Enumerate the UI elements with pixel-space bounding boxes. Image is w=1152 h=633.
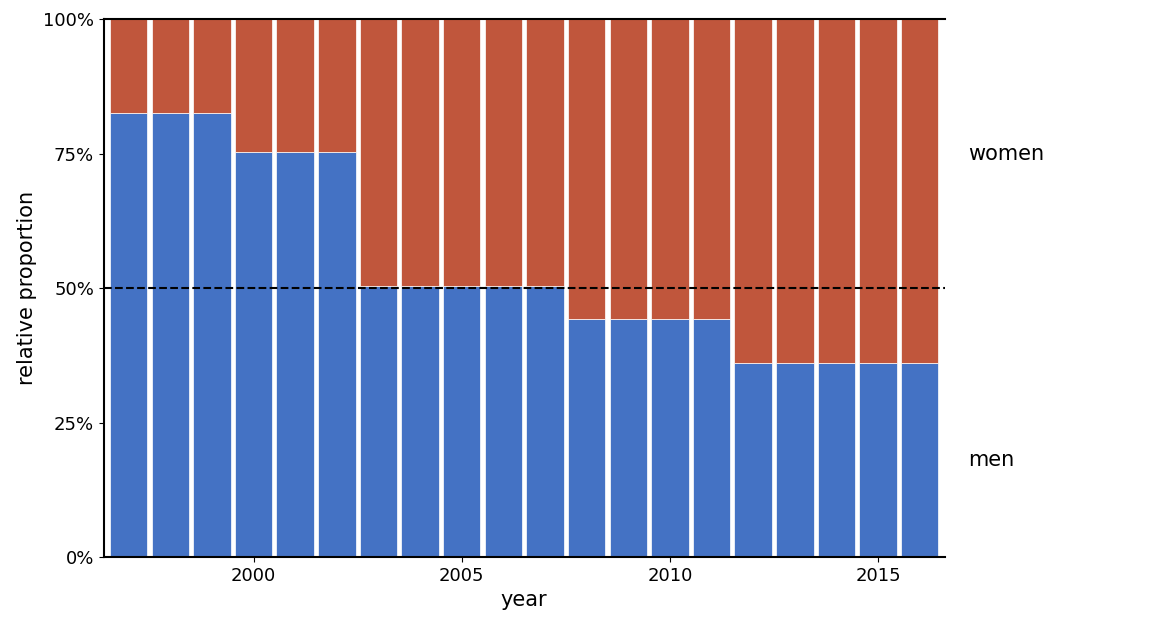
- Bar: [568, 19, 605, 318]
- Bar: [401, 19, 439, 286]
- Bar: [444, 286, 480, 557]
- Bar: [776, 19, 813, 363]
- Bar: [734, 19, 772, 363]
- Bar: [109, 113, 147, 557]
- Bar: [526, 286, 563, 557]
- Bar: [235, 19, 272, 152]
- Bar: [276, 19, 314, 152]
- Y-axis label: relative proportion: relative proportion: [17, 191, 37, 385]
- Bar: [444, 19, 480, 286]
- Bar: [692, 19, 730, 318]
- Bar: [901, 363, 939, 557]
- Bar: [609, 318, 647, 557]
- Bar: [776, 363, 813, 557]
- Bar: [734, 363, 772, 557]
- Bar: [359, 19, 397, 286]
- Bar: [818, 19, 855, 363]
- Bar: [526, 19, 563, 286]
- Bar: [235, 152, 272, 557]
- Bar: [276, 152, 314, 557]
- Bar: [859, 19, 896, 363]
- Text: women: women: [968, 144, 1044, 163]
- Bar: [109, 19, 147, 113]
- Bar: [152, 113, 189, 557]
- Bar: [401, 286, 439, 557]
- Bar: [359, 286, 397, 557]
- Bar: [609, 19, 647, 318]
- Bar: [318, 19, 356, 152]
- Bar: [568, 318, 605, 557]
- Bar: [318, 152, 356, 557]
- Bar: [194, 113, 230, 557]
- Bar: [651, 19, 689, 318]
- X-axis label: year: year: [501, 591, 547, 610]
- Bar: [859, 363, 896, 557]
- Bar: [485, 286, 522, 557]
- Bar: [152, 19, 189, 113]
- Bar: [692, 318, 730, 557]
- Bar: [194, 19, 230, 113]
- Bar: [651, 318, 689, 557]
- Bar: [485, 19, 522, 286]
- Text: men: men: [968, 450, 1014, 470]
- Bar: [901, 19, 939, 363]
- Bar: [818, 363, 855, 557]
